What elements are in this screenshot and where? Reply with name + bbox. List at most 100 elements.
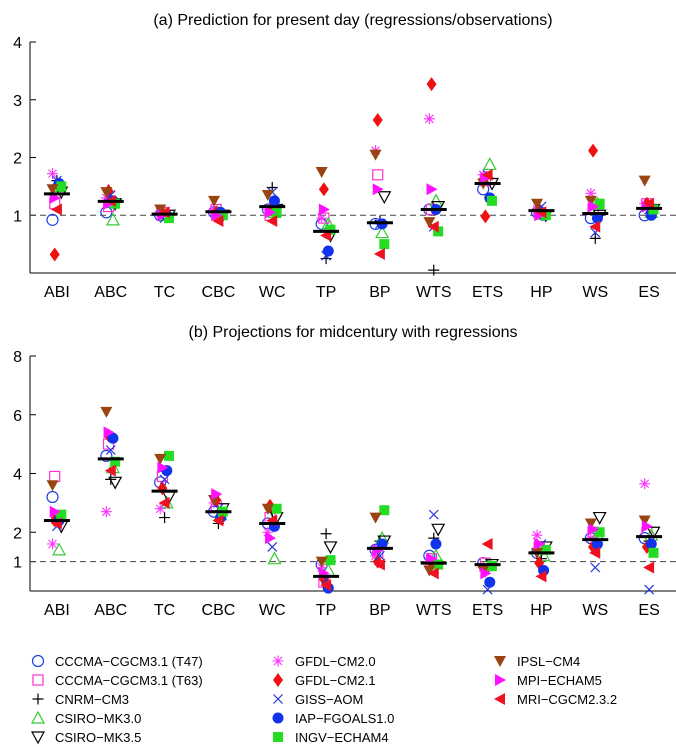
panel-b-point-ipsl-cm4-abi	[46, 480, 59, 492]
panel-b-xtick-label-bp: BP	[369, 602, 390, 619]
panel-b-point-ipsl-cm4-tp	[315, 556, 328, 568]
legend-item-cnrm-cm3: CNRM−CM3	[32, 692, 129, 707]
panel-b-point-gfdl-cm2-0-hp	[531, 529, 543, 541]
legend: CCCMA−CGCM3.1 (T47) CCCMA−CGCM3.1 (T63) CN…	[30, 654, 617, 745]
legend-label-giss-aom: GISS−AOM	[295, 692, 363, 707]
panel-b-ytick-label: 1	[13, 555, 22, 572]
panel-b-point-csiro-mk3-0-abi	[52, 542, 67, 556]
panel-b-point-mri-cgcm2-3-2-tc	[158, 496, 170, 509]
panel-a-point-mpi-echam5-wts	[426, 183, 438, 196]
legend-marker-csiro-mk3-5	[30, 731, 46, 745]
legend-marker-iap-fgoals1-0	[272, 712, 284, 724]
panel-a-point-ipsl-cm4-abc	[100, 187, 113, 199]
legend-label-gfdl-cm2-1: GFDL−CM2.1	[295, 673, 376, 688]
panel-b-point-ipsl-cm4-abc	[100, 406, 113, 418]
panel-b-point-mri-cgcm2-3-2-cbc	[212, 514, 224, 527]
panel-a-point-cccma-cgcm3-1-t63-bp	[372, 169, 384, 181]
panel-a-point-ingv-echam4-ws	[594, 198, 605, 209]
panel-b-xtick-label-es: ES	[638, 602, 659, 619]
panel-b-point-giss-aom-ws	[590, 562, 601, 573]
panel-b-point-mri-cgcm2-3-2-ws	[589, 546, 601, 559]
panel-b-point-cccma-cgcm3-1-t47-abc	[100, 449, 113, 462]
panel-a-xtick-label-hp: HP	[530, 284, 552, 301]
panel-a-point-ipsl-cm4-cbc	[208, 195, 221, 207]
legend-marker-giss-aom	[273, 694, 283, 704]
panel-b-point-cnrm-cm3-tp	[320, 528, 332, 540]
panel-b-point-mri-cgcm2-3-2-abc	[104, 464, 116, 477]
panel-b-point-mpi-echam5-abc	[103, 426, 115, 439]
panel-b-point-giss-aom-abc	[105, 445, 116, 455]
panel-b-point-mpi-echam5-ws	[588, 523, 600, 536]
legend-marker-ingv-echam4	[273, 732, 283, 742]
panel-b-point-mri-cgcm2-3-2-es	[643, 561, 655, 574]
panel-a-xtick-label-wts: WTS	[416, 284, 452, 301]
panel-a-point-cnrm-cm3-ws	[589, 232, 601, 244]
legend-label-gfdl-cm2-0: GFDL−CM2.0	[295, 654, 376, 669]
panel-b-point-ingv-echam4-abc	[110, 456, 121, 467]
panel-a-point-ingv-echam4-tp	[325, 224, 336, 235]
panel-a-point-mpi-echam5-bp	[372, 183, 384, 196]
panel-a-xtick-label-abc: ABC	[94, 284, 127, 301]
panel-b-point-iap-fgoals1-0-ets	[484, 576, 496, 588]
panel-a-point-ipsl-cm4-hp	[531, 198, 544, 210]
panel-a-ytick-label: 3	[13, 93, 22, 110]
legend-item-csiro-mk3-0: CSIRO−MK3.0	[30, 710, 141, 726]
panel-b-point-gfdl-cm2-0-abi	[47, 538, 59, 550]
legend-item-cccma-cgcm3-1-t63: CCCMA−CGCM3.1 (T63)	[32, 673, 203, 688]
panel-b-xtick-label-hp: HP	[530, 602, 552, 619]
panel-b-point-ingv-echam4-abi	[56, 509, 67, 520]
panel-a-point-ipsl-cm4-ws	[584, 195, 597, 207]
panel-b-point-gfdl-cm2-0-abc	[100, 506, 112, 518]
panel-a-xtick-label-tp: TP	[316, 284, 336, 301]
panel-b-xtick-label-tp: TP	[316, 602, 336, 619]
panel-b-point-ipsl-cm4-es	[638, 515, 651, 527]
panel-a-point-mri-cgcm2-3-2-cbc	[212, 215, 224, 228]
legend-label-cccma-cgcm3-1-t63: CCCMA−CGCM3.1 (T63)	[55, 673, 203, 688]
panel-b-point-mri-cgcm2-3-2-bp	[373, 558, 385, 571]
panel-b-point-mri-cgcm2-3-2-tp	[320, 579, 332, 592]
legend-item-iap-fgoals1-0: IAP−FGOALS1.0	[272, 711, 394, 726]
legend-marker-cccma-cgcm3-1-t63	[32, 674, 44, 686]
panel-a-point-iap-fgoals1-0-wc	[268, 195, 280, 207]
panel-b-point-ingv-echam4-hp	[540, 544, 551, 555]
panel-b-point-ingv-echam4-wc	[271, 503, 282, 514]
panel-b-point-mpi-echam5-cbc	[211, 488, 223, 501]
legend-marker-mri-cgcm2-3-2	[494, 693, 505, 705]
panel-b-point-gfdl-cm2-0-es	[639, 478, 651, 490]
panel-b-point-mpi-echam5-ets	[480, 567, 492, 580]
panel-b-point-giss-aom-es	[644, 584, 655, 595]
panel-a-point-ipsl-cm4-abi	[46, 184, 59, 196]
panel-a-point-ipsl-cm4-tp	[315, 166, 328, 178]
panel-b-point-giss-aom-wc	[267, 542, 278, 552]
panel-b-xtick-label-wc: WC	[259, 602, 286, 619]
legend-marker-mpi-echam5	[495, 674, 506, 686]
legend-marker-cnrm-cm3	[32, 693, 44, 705]
panel-a-point-ingv-echam4-tc	[163, 213, 174, 224]
panel-a-point-mri-cgcm2-3-2-wc	[266, 215, 278, 228]
panel-a-point-ingv-echam4-wc	[271, 207, 282, 218]
panel-a-point-mri-cgcm2-3-2-ets	[481, 168, 493, 181]
panel-a-point-mri-cgcm2-3-2-ws	[589, 220, 601, 233]
panel-b-point-cccma-cgcm3-1-t47-abi	[46, 490, 59, 504]
legend-marker-csiro-mk3-0	[30, 710, 46, 724]
panel-b-point-giss-aom-tc	[159, 474, 170, 485]
panel-b-point-iap-fgoals1-0-ws	[591, 538, 603, 550]
panel-b-point-ipsl-cm4-wc	[261, 503, 274, 515]
panel-b-point-mpi-echam5-hp	[534, 538, 546, 550]
legend-label-mri-cgcm2-3-2: MRI−CGCM2.3.2	[517, 692, 617, 707]
legend-label-csiro-mk3-5: CSIRO−MK3.5	[55, 730, 141, 745]
legend-label-ingv-echam4: INGV−ECHAM4	[295, 730, 389, 745]
panel-b-point-csiro-mk3-5-wts	[431, 523, 446, 537]
panel-b-point-gfdl-cm2-0-bp	[370, 550, 382, 562]
panel-b-point-mpi-echam5-wc	[265, 532, 277, 545]
legend-label-iap-fgoals1-0: IAP−FGOALS1.0	[295, 711, 394, 726]
panel-b-point-mpi-echam5-tc	[157, 461, 169, 474]
panel-a-xtick-label-ws: WS	[582, 284, 608, 301]
panel-b-point-iap-fgoals1-0-wts	[430, 538, 442, 550]
panel-a-point-ingv-echam4-bp	[379, 239, 390, 250]
panel-b-point-ingv-echam4-bp	[379, 505, 390, 516]
panel-a-point-iap-fgoals1-0-tp	[322, 245, 334, 257]
panel-a-xtick-label-wc: WC	[259, 284, 286, 301]
panel-b-ytick-label: 8	[13, 349, 22, 366]
panel-a-ytick-label: 1	[13, 208, 22, 225]
